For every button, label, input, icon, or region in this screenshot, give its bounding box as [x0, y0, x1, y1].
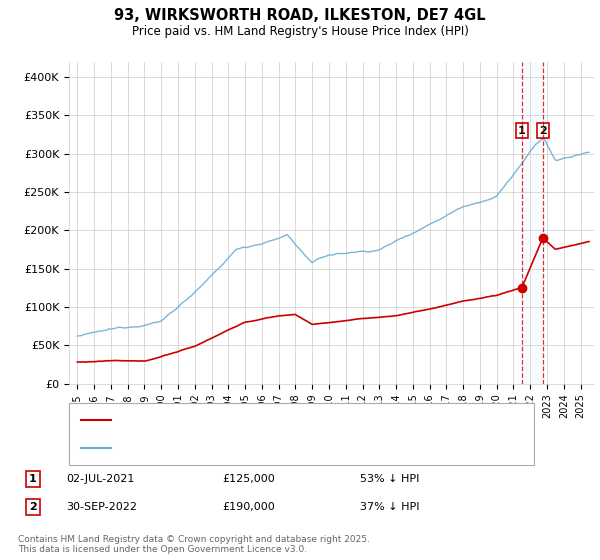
Text: HPI: Average price, detached house, Erewash: HPI: Average price, detached house, Erew… — [117, 443, 354, 453]
Text: 2: 2 — [539, 125, 547, 136]
Text: £125,000: £125,000 — [222, 474, 275, 484]
Text: Price paid vs. HM Land Registry's House Price Index (HPI): Price paid vs. HM Land Registry's House … — [131, 25, 469, 38]
Text: 93, WIRKSWORTH ROAD, ILKESTON, DE7 4GL: 93, WIRKSWORTH ROAD, ILKESTON, DE7 4GL — [114, 8, 486, 24]
Text: 1: 1 — [518, 125, 526, 136]
Text: £190,000: £190,000 — [222, 502, 275, 512]
Text: Contains HM Land Registry data © Crown copyright and database right 2025.
This d: Contains HM Land Registry data © Crown c… — [18, 535, 370, 554]
Text: 02-JUL-2021: 02-JUL-2021 — [66, 474, 134, 484]
Text: 1: 1 — [29, 474, 37, 484]
Text: 93, WIRKSWORTH ROAD, ILKESTON, DE7 4GL (detached house): 93, WIRKSWORTH ROAD, ILKESTON, DE7 4GL (… — [117, 415, 447, 425]
Text: 2: 2 — [29, 502, 37, 512]
Text: 30-SEP-2022: 30-SEP-2022 — [66, 502, 137, 512]
Text: 53% ↓ HPI: 53% ↓ HPI — [360, 474, 419, 484]
Bar — [522, 62, 543, 384]
Text: 37% ↓ HPI: 37% ↓ HPI — [360, 502, 419, 512]
